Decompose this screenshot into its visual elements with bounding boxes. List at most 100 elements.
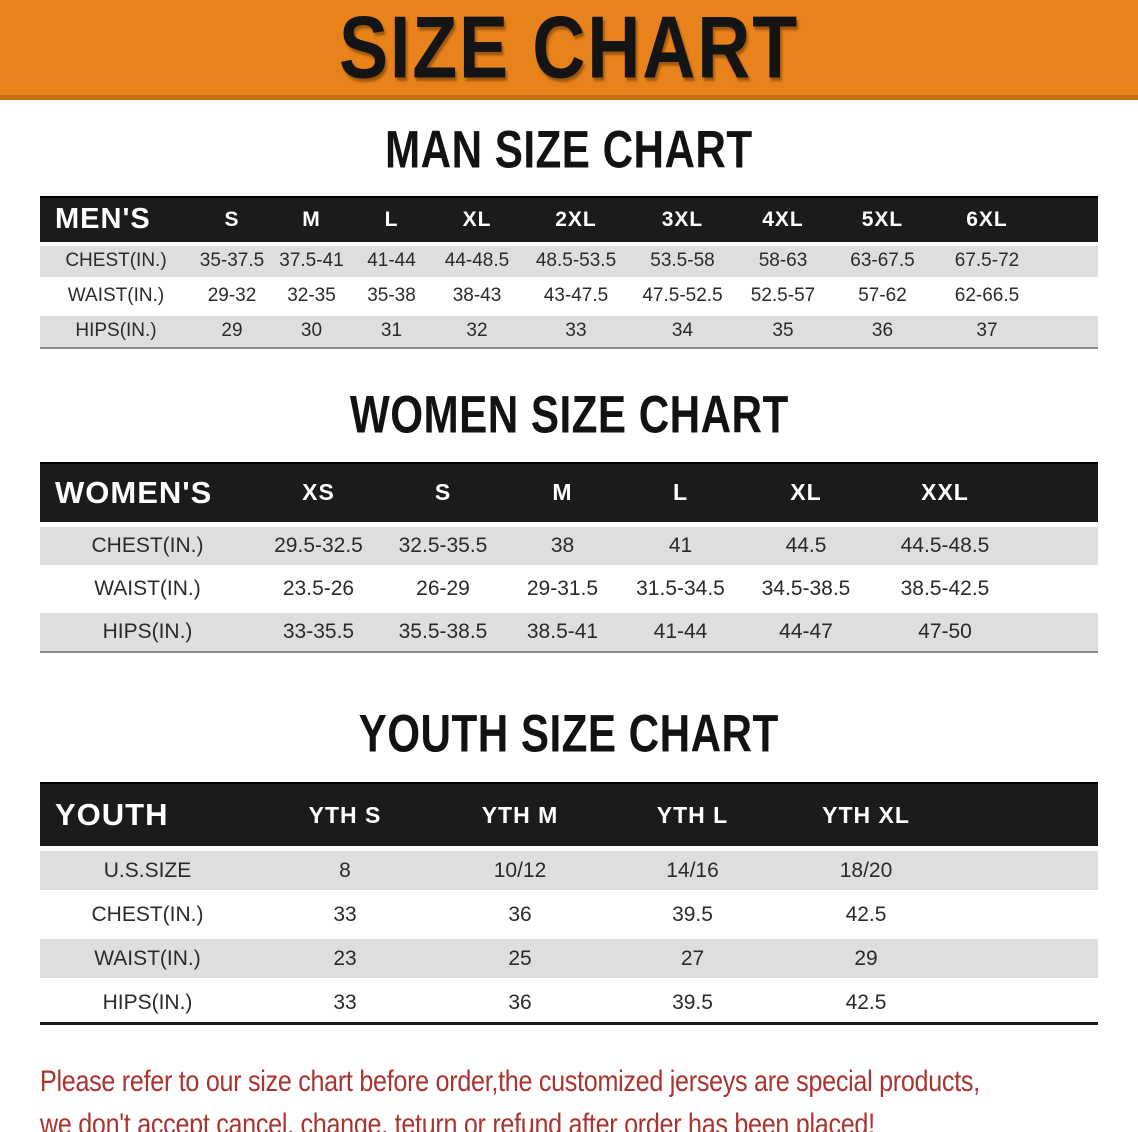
men-size-value: 32 [432,315,522,349]
women-row-spacer [1018,569,1098,608]
men-size-column-header: S [192,195,272,242]
youth-size-column-header: YTH M [435,782,605,847]
women-size-column-header: M [504,461,621,522]
men-row-spacer [1040,245,1098,277]
men-size-value: 67.5-72 [934,245,1040,277]
youth-row-spacer [952,895,1098,935]
men-table-row: HIPS(IN.) 29 30 31 32 33 34 35 36 37 [40,315,1098,349]
men-size-value: 57-62 [831,280,934,312]
women-size-value: 23.5-26 [255,569,382,608]
women-size-value: 41 [621,526,740,565]
women-size-section: WOMEN SIZE CHART WOMEN'S XS S M L XL XXL CHEST(… [0,386,1138,658]
men-size-value: 34 [630,315,735,349]
women-size-value: 29.5-32.5 [255,526,382,565]
youth-size-column-header: YTH S [255,782,435,847]
women-row-spacer [1018,526,1098,565]
women-table-title: WOMEN'S [40,461,255,522]
women-size-value: 41-44 [621,612,740,653]
youth-size-value: 14/16 [605,851,780,891]
women-size-value: 44-47 [740,612,872,653]
men-table-row: WAIST(IN.) 29-32 32-35 35-38 38-43 43-47.5 47.… [40,280,1098,312]
footer-warning-line1: Please refer to our size chart before or… [40,1064,980,1098]
youth-size-section: YOUTH SIZE CHART YOUTH YTH S YTH M YTH L YTH… [0,705,1138,1031]
youth-row-spacer [952,851,1098,891]
size-chart-banner: SIZE CHART [0,0,1138,100]
men-table-title: MEN'S [40,195,192,242]
women-size-value: 31.5-34.5 [621,569,740,608]
men-size-column-header: 5XL [831,195,934,242]
men-section-heading-text: MAN SIZE CHART [385,121,753,180]
youth-size-value: 42.5 [780,983,952,1026]
women-size-column-header: XS [255,461,382,522]
youth-size-value: 39.5 [605,895,780,935]
women-size-column-header: L [621,461,740,522]
women-size-value: 38.5-41 [504,612,621,653]
men-size-value: 47.5-52.5 [630,280,735,312]
footer-warning-line2: we don't accept cancel, change, teturn o… [40,1107,875,1132]
men-size-value: 29-32 [192,280,272,312]
women-size-value: 32.5-35.5 [382,526,504,565]
women-size-value: 44.5 [740,526,872,565]
men-size-value: 36 [831,315,934,349]
women-size-column-header: S [382,461,504,522]
youth-measurement-row-label: CHEST(IN.) [40,895,255,935]
women-table-row: CHEST(IN.) 29.5-32.5 32.5-35.5 38 41 44.5 44.5… [40,526,1098,565]
women-size-column-header: XXL [872,461,1018,522]
men-row-spacer [1040,280,1098,312]
youth-size-value: 29 [780,939,952,979]
youth-section-heading: YOUTH SIZE CHART [0,705,1138,763]
youth-measurement-row-label: WAIST(IN.) [40,939,255,979]
men-size-column-header: 6XL [934,195,1040,242]
men-size-column-header: 2XL [522,195,630,242]
men-table-row: CHEST(IN.) 35-37.5 37.5-41 41-44 44-48.5 48.5… [40,245,1098,277]
women-size-value: 44.5-48.5 [872,526,1018,565]
women-size-value: 29-31.5 [504,569,621,608]
youth-header-spacer [952,782,1098,847]
men-size-column-header: 3XL [630,195,735,242]
men-size-column-header: 4XL [735,195,831,242]
men-size-value: 32-35 [272,280,351,312]
women-measurement-row-label: WAIST(IN.) [40,569,255,608]
men-size-value: 35 [735,315,831,349]
men-size-value: 43-47.5 [522,280,630,312]
men-measurement-row-label: HIPS(IN.) [40,315,192,349]
youth-size-table: YOUTH YTH S YTH M YTH L YTH XL U.S.SIZE 8 10/12… [40,777,1098,1030]
men-size-value: 38-43 [432,280,522,312]
women-section-heading: WOMEN SIZE CHART [0,386,1138,445]
men-size-section: MAN SIZE CHART MEN'S S M L XL 2XL 3XL 4XL 5XL 6XL… [0,121,1138,353]
men-size-value: 53.5-58 [630,245,735,277]
youth-size-value: 42.5 [780,895,952,935]
men-size-table: MEN'S S M L XL 2XL 3XL 4XL 5XL 6XL CHEST(IN.) 35-37… [40,192,1098,353]
women-section-heading-text: WOMEN SIZE CHART [349,386,789,445]
men-size-value: 35-37.5 [192,245,272,277]
youth-size-value: 36 [435,895,605,935]
youth-size-value: 33 [255,983,435,1026]
youth-size-value: 10/12 [435,851,605,891]
women-table-row: WAIST(IN.) 23.5-26 26-29 29-31.5 31.5-34.5 34… [40,569,1098,608]
youth-measurement-row-label: HIPS(IN.) [40,983,255,1026]
men-size-column-header: M [272,195,351,242]
men-size-value: 58-63 [735,245,831,277]
youth-size-value: 25 [435,939,605,979]
youth-table-row: U.S.SIZE 8 10/12 14/16 18/20 [40,851,1098,891]
men-size-value: 62-66.5 [934,280,1040,312]
women-header-spacer [1018,461,1098,522]
men-size-value: 52.5-57 [735,280,831,312]
men-measurement-row-label: CHEST(IN.) [40,245,192,277]
youth-size-value: 39.5 [605,983,780,1026]
youth-size-value: 18/20 [780,851,952,891]
women-measurement-row-label: CHEST(IN.) [40,526,255,565]
men-size-value: 37.5-41 [272,245,351,277]
youth-table-row: CHEST(IN.) 33 36 39.5 42.5 [40,895,1098,935]
men-size-value: 31 [351,315,432,349]
youth-measurement-row-label: U.S.SIZE [40,851,255,891]
youth-table-title: YOUTH [40,782,255,847]
women-table-row: HIPS(IN.) 33-35.5 35.5-38.5 38.5-41 41-44 44-… [40,612,1098,653]
women-size-value: 38 [504,526,621,565]
youth-size-value: 36 [435,983,605,1026]
men-size-value: 63-67.5 [831,245,934,277]
men-size-value: 30 [272,315,351,349]
men-size-value: 41-44 [351,245,432,277]
men-row-spacer [1040,315,1098,349]
youth-size-value: 33 [255,895,435,935]
